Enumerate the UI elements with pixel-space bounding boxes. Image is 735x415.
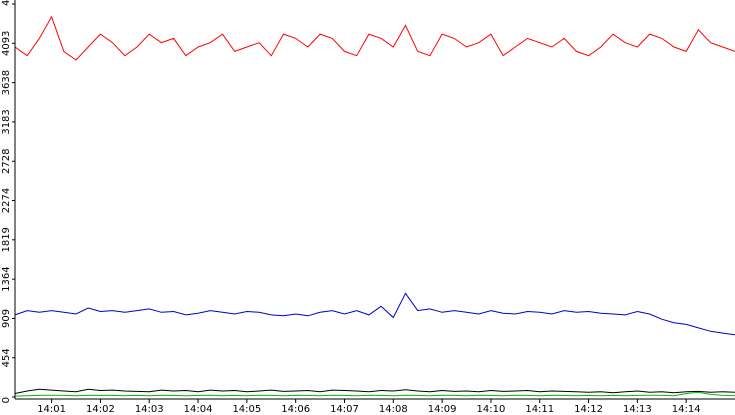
x-tick-label: 14:04: [184, 404, 213, 415]
x-tick-label: 14:09: [428, 404, 457, 415]
x-tick-label: 14:05: [232, 404, 261, 415]
x-tick-label: 14:06: [281, 404, 310, 415]
series-line-3: [14, 391, 735, 397]
series-line-0: [14, 15, 735, 61]
series-line-2: [14, 388, 735, 394]
y-tick-label: 0: [1, 397, 12, 403]
x-tick-label: 14:01: [37, 404, 66, 415]
x-tick-label: 14:02: [86, 404, 115, 415]
y-axis-ticks: 0 454 909 1364 1819 2274 2728 3183 3638 4093 4548: [1, 0, 15, 403]
y-tick-label: 1819: [1, 227, 12, 252]
x-axis-ticks: 14:01 14:02 14:03 14:04 14:05 14:06 14:07 14:08…: [37, 399, 701, 415]
series-line-1: [14, 292, 735, 336]
x-tick-label: 14:14: [672, 404, 701, 415]
y-tick-label: 909: [1, 309, 12, 328]
y-tick-label: 2274: [1, 188, 12, 213]
y-tick-label: 4093: [1, 31, 12, 56]
y-tick-label: 454: [1, 348, 12, 367]
x-tick-label: 14:07: [330, 404, 359, 415]
x-tick-label: 14:11: [525, 404, 554, 415]
x-tick-label: 14:12: [574, 404, 603, 415]
y-tick-label: 3638: [1, 70, 12, 95]
x-tick-label: 14:10: [477, 404, 506, 415]
y-tick-label: 4548: [1, 0, 12, 6]
x-tick-label: 14:08: [379, 404, 408, 415]
axes: [14, 0, 735, 400]
series-layer: [14, 15, 735, 397]
x-tick-label: 14:13: [623, 404, 652, 415]
y-tick-label: 2728: [1, 149, 12, 174]
y-tick-label: 1364: [1, 266, 12, 291]
y-tick-label: 3183: [1, 109, 12, 134]
x-tick-label: 14:03: [135, 404, 164, 415]
